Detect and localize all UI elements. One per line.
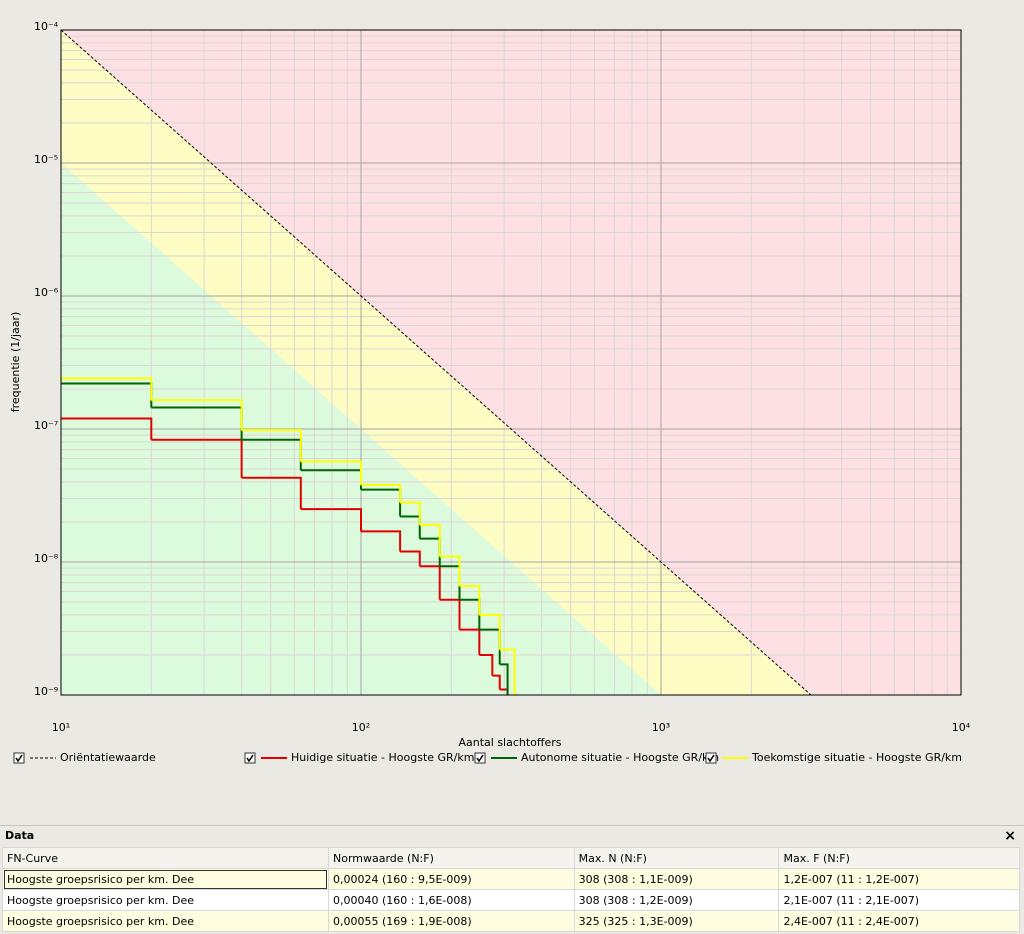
legend-check	[15, 754, 23, 763]
step-segment	[400, 550, 421, 567]
step-segment	[151, 399, 243, 431]
plot-frame	[60, 29, 962, 696]
y-tick-label: 10⁻⁹	[34, 685, 58, 698]
x-tick-label: 10¹	[52, 721, 70, 734]
y-axis-title: frequentie (1/jaar)	[9, 312, 22, 413]
table-cell: 2,1E-007 (11 : 2,1E-007)	[778, 889, 1020, 911]
reference-line	[61, 30, 812, 695]
step-segment	[499, 663, 509, 685]
legend-label: Toekomstige situatie - Hoogste GR/km	[751, 751, 962, 764]
data-panel: Data × FN-Curve Normwaarde (N:F) Max. N (N…	[0, 825, 1024, 934]
step-segment	[479, 613, 501, 650]
step-segment	[241, 429, 302, 462]
legend: Oriëntatiewaarde Huidige situatie - Hoogs…	[13, 751, 962, 764]
data-table: FN-Curve Normwaarde (N:F) Max. N (N:F) Max.…	[2, 847, 1020, 932]
table-cell: 0,00024 (160 : 9,5E-009)	[327, 868, 575, 890]
step-segment	[499, 648, 516, 680]
table-row[interactable]: Hoogste groepsrisico per km. Dee 0,00040 …	[2, 889, 1020, 911]
legend-checkbox[interactable]	[13, 752, 25, 764]
legend-checkbox[interactable]	[705, 752, 717, 764]
column-header: Max. F (N:F)	[778, 847, 1020, 869]
legend-label: Huidige situatie - Hoogste GR/km	[291, 751, 474, 764]
step-segment	[492, 674, 501, 690]
step-segment	[419, 523, 441, 557]
legend-label: Oriëntatiewaarde	[60, 751, 156, 764]
step-segment	[300, 508, 362, 532]
chart: 10¹ 10² 10³ 10⁴ 10⁻⁹ 10⁻⁸ 10⁻⁷ 10⁻⁶ 10⁻⁵ 10⁻⁴ Aan…	[9, 20, 971, 764]
step-segment	[300, 460, 362, 485]
step-segment	[439, 555, 461, 587]
table-cell: 308 (308 : 1,1E-009)	[573, 868, 780, 890]
step-segment	[419, 565, 441, 600]
table-cell: 0,00055 (169 : 1,9E-008)	[327, 910, 575, 932]
column-header: FN-Curve	[2, 847, 329, 869]
legend-check	[707, 754, 715, 763]
legend-check	[246, 754, 254, 763]
legend-checkbox[interactable]	[244, 752, 256, 764]
step-segment	[361, 483, 402, 503]
table-cell: Hoogste groepsrisico per km. Dee	[2, 910, 329, 932]
table-cell: 325 (325 : 1,3E-009)	[573, 910, 780, 932]
zones	[61, 30, 961, 695]
step-segment	[361, 530, 402, 552]
y-tick-label: 10⁻⁷	[34, 419, 58, 432]
x-tick-label: 10⁴	[952, 721, 971, 734]
grid: 10¹ 10² 10³ 10⁴ 10⁻⁹ 10⁻⁸ 10⁻⁷ 10⁻⁶ 10⁻⁵ 10⁻⁴	[34, 20, 971, 734]
y-tick-label: 10⁻⁵	[34, 153, 58, 166]
legend-checkbox[interactable]	[474, 752, 486, 764]
table-cell: Hoogste groepsrisico per km. Dee	[2, 868, 329, 890]
column-header: Normwaarde (N:F)	[327, 847, 575, 869]
step-segment	[479, 653, 494, 676]
x-tick-label: 10³	[652, 721, 670, 734]
table-cell: 1,2E-007 (11 : 1,2E-007)	[778, 868, 1020, 890]
table-row[interactable]: Hoogste groepsrisico per km. Dee 0,00055 …	[2, 910, 1020, 932]
step-segment	[61, 417, 153, 440]
step-segment	[61, 377, 153, 401]
table-cell: 2,4E-007 (11 : 2,4E-007)	[778, 910, 1020, 932]
legend-label: Autonome situatie - Hoogste GR/km	[521, 751, 719, 764]
close-button[interactable]: ×	[1004, 828, 1016, 844]
legend-check	[476, 754, 484, 763]
column-header: Max. N (N:F)	[573, 847, 780, 869]
step-segment	[459, 585, 481, 615]
zone-red	[61, 30, 961, 695]
step-segment	[400, 501, 421, 525]
table-cell: 308 (308 : 1,2E-009)	[573, 889, 780, 911]
step-segment	[241, 476, 302, 510]
table-cell: 0,00040 (160 : 1,6E-008)	[327, 889, 575, 911]
x-tick-label: 10²	[352, 721, 370, 734]
panel-header: Data ×	[0, 826, 1024, 846]
y-tick-label: 10⁻⁴	[34, 20, 59, 33]
x-axis-title: Aantal slachtoffers	[458, 736, 561, 749]
y-tick-label: 10⁻⁸	[34, 552, 59, 565]
panel-title: Data	[5, 829, 35, 842]
table-row[interactable]: Hoogste groepsrisico per km. Dee 0,00024 …	[2, 868, 1020, 890]
series	[61, 30, 812, 695]
y-tick-label: 10⁻⁶	[34, 286, 59, 299]
table-cell: Hoogste groepsrisico per km. Dee	[2, 889, 329, 911]
